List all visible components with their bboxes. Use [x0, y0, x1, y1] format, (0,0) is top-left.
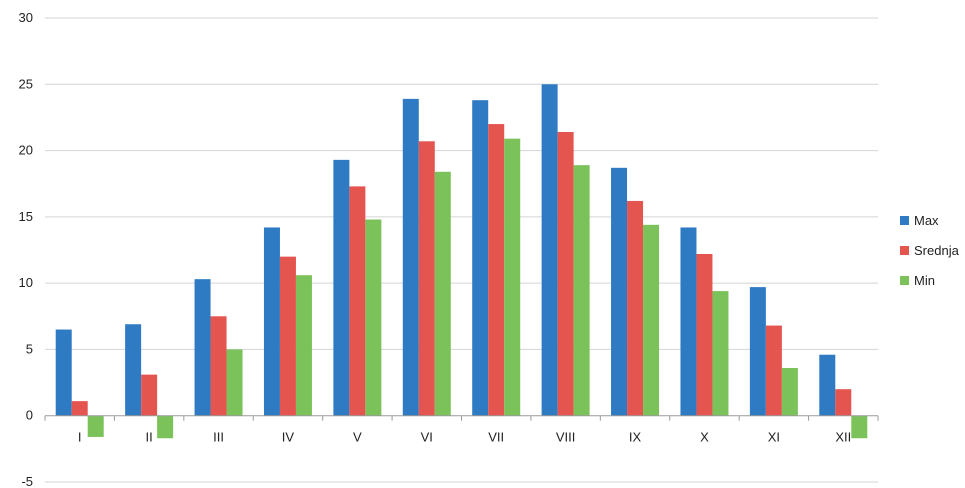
bar-min-xi: [781, 367, 798, 416]
y-tick-label: 15: [19, 209, 33, 224]
legend-label: Srednja: [914, 243, 960, 258]
bar-max-vi: [402, 98, 419, 416]
legend-swatch-srednja: [900, 246, 909, 255]
x-category-label: III: [213, 430, 224, 445]
x-category-label: X: [700, 430, 709, 445]
bar-srednja-vi: [418, 141, 435, 416]
y-tick-label: 0: [26, 408, 33, 423]
bar-max-x: [680, 227, 697, 416]
y-tick-label: 10: [19, 275, 33, 290]
bar-srednja-v: [349, 186, 366, 416]
legend-swatch-max: [900, 216, 909, 225]
bar-srednja-xii: [835, 389, 852, 416]
bar-srednja-iv: [279, 256, 296, 416]
bar-srednja-ix: [627, 200, 644, 416]
bar-min-ii: [157, 415, 174, 439]
bar-min-x: [712, 291, 729, 416]
bar-max-ii: [125, 324, 142, 416]
bar-min-i: [87, 415, 104, 437]
bar-max-iv: [263, 227, 280, 416]
y-tick-label: 20: [19, 143, 33, 158]
bars: [55, 84, 868, 439]
y-tick-label: 30: [19, 10, 33, 25]
legend-swatch-min: [900, 276, 909, 285]
y-tick-label: 5: [26, 341, 33, 356]
bar-min-ix: [643, 224, 660, 416]
bar-srednja-i: [71, 401, 88, 416]
bar-srednja-viii: [557, 132, 574, 416]
bar-srednja-x: [696, 253, 713, 416]
y-tick-label: -5: [21, 474, 33, 488]
x-category-label: IV: [282, 430, 295, 445]
bar-max-vii: [472, 100, 489, 416]
bar-max-iii: [194, 279, 211, 416]
bar-max-xii: [819, 354, 836, 416]
x-category-label: VI: [421, 430, 433, 445]
x-axis: [44, 415, 879, 421]
x-category-label: I: [78, 430, 82, 445]
x-axis-category-labels: I II III IV V VI VII VIII IX X XI XII: [78, 430, 851, 445]
legend-label: Max: [914, 213, 939, 228]
bar-max-v: [333, 159, 350, 416]
bar-max-i: [55, 329, 72, 416]
bar-min-viii: [573, 165, 590, 416]
bar-max-xi: [749, 287, 766, 416]
bar-min-vi: [434, 171, 451, 416]
bar-srednja-iii: [210, 316, 227, 416]
legend-label: Min: [914, 273, 935, 288]
x-category-label: VII: [488, 430, 504, 445]
x-category-label: XI: [768, 430, 780, 445]
x-category-label: VIII: [556, 430, 576, 445]
bar-min-iv: [295, 275, 312, 416]
y-tick-label: 25: [19, 76, 33, 91]
bar-max-ix: [611, 167, 628, 416]
bar-min-v: [365, 219, 382, 416]
bar-min-iii: [226, 349, 243, 416]
x-category-label: IX: [629, 430, 642, 445]
x-category-label: XII: [835, 430, 851, 445]
bar-srednja-xi: [765, 325, 782, 416]
x-category-label: II: [146, 430, 153, 445]
legend: Max Srednja Min: [900, 213, 960, 288]
bar-srednja-ii: [141, 374, 158, 416]
y-axis-tick-labels: -5 0 5 10 15 20 25 30: [19, 10, 33, 488]
gridlines: [45, 17, 878, 483]
bar-srednja-vii: [488, 124, 505, 416]
bar-min-xii: [851, 415, 868, 439]
bar-max-viii: [541, 84, 558, 416]
x-category-label: V: [353, 430, 362, 445]
bar-min-vii: [504, 138, 521, 416]
